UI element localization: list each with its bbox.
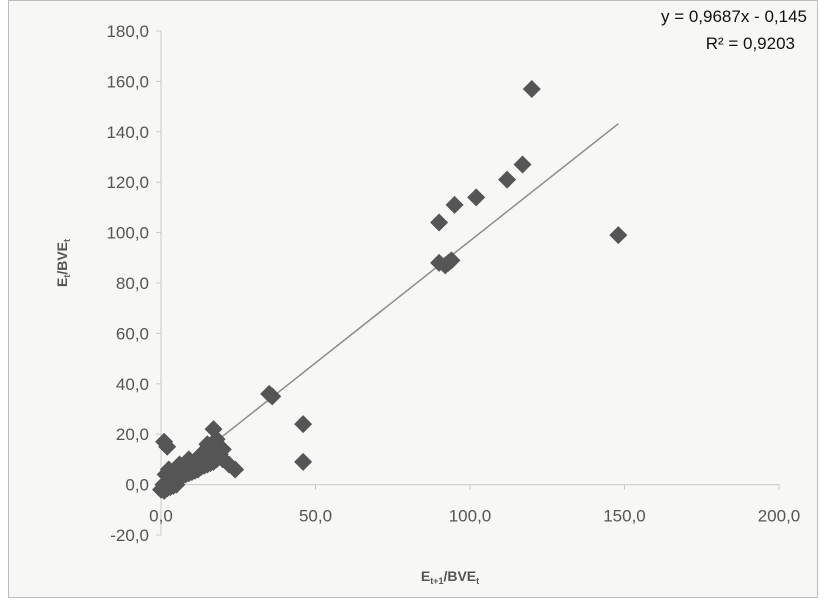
data-point: [204, 420, 223, 439]
data-point: [159, 460, 178, 479]
data-point: [185, 452, 204, 471]
trendline-group: [160, 123, 619, 486]
data-point: [513, 155, 532, 174]
y-tick-label: 180,0: [106, 22, 149, 41]
data-point: [263, 387, 282, 406]
y-tick-label: 40,0: [116, 375, 149, 394]
y-tick-label: -20,0: [110, 526, 149, 545]
data-point: [294, 452, 313, 471]
trendline-equation: y = 0,9687x - 0,145: [660, 7, 807, 26]
y-tick-label: 140,0: [106, 123, 149, 142]
tick-labels: -20,00,020,040,060,080,0100,0120,0140,01…: [106, 22, 800, 545]
data-point: [609, 226, 628, 245]
x-axis-title: Et+1/BVEt: [421, 568, 479, 586]
x-tick-label: 0,0: [149, 507, 173, 526]
y-tick-label: 60,0: [116, 324, 149, 343]
x-tick-label: 200,0: [758, 507, 801, 526]
y-tick-label: 120,0: [106, 173, 149, 192]
y-tick-label: 80,0: [116, 274, 149, 293]
y-axis-title: Et/BVEt: [54, 239, 72, 287]
data-point: [498, 170, 517, 189]
x-tick-label: 100,0: [449, 507, 492, 526]
data-point: [467, 188, 486, 207]
axes: [156, 30, 780, 536]
x-tick-label: 50,0: [299, 507, 332, 526]
data-point: [445, 195, 464, 214]
y-tick-label: 0,0: [125, 476, 149, 495]
data-point: [294, 415, 313, 434]
trendline-r-squared: R² = 0,9203: [705, 34, 795, 53]
y-tick-label: 20,0: [116, 425, 149, 444]
y-tick-label: 100,0: [106, 224, 149, 243]
data-point: [522, 79, 541, 98]
x-tick-label: 150,0: [603, 507, 646, 526]
y-tick-label: 160,0: [106, 72, 149, 91]
data-point: [158, 437, 177, 456]
scatter-plot: -20,00,020,040,060,080,0100,0120,0140,01…: [54, 22, 800, 586]
data-point: [442, 251, 461, 270]
data-point: [430, 213, 449, 232]
data-point: [226, 460, 245, 479]
chart-frame: -20,0 0,0 20,0 40,0 60,0 80,0 100,0 120,0 140,0 1…: [8, 0, 818, 598]
trendline: [160, 123, 619, 486]
data-point: [213, 440, 232, 459]
data-markers: [152, 79, 628, 500]
